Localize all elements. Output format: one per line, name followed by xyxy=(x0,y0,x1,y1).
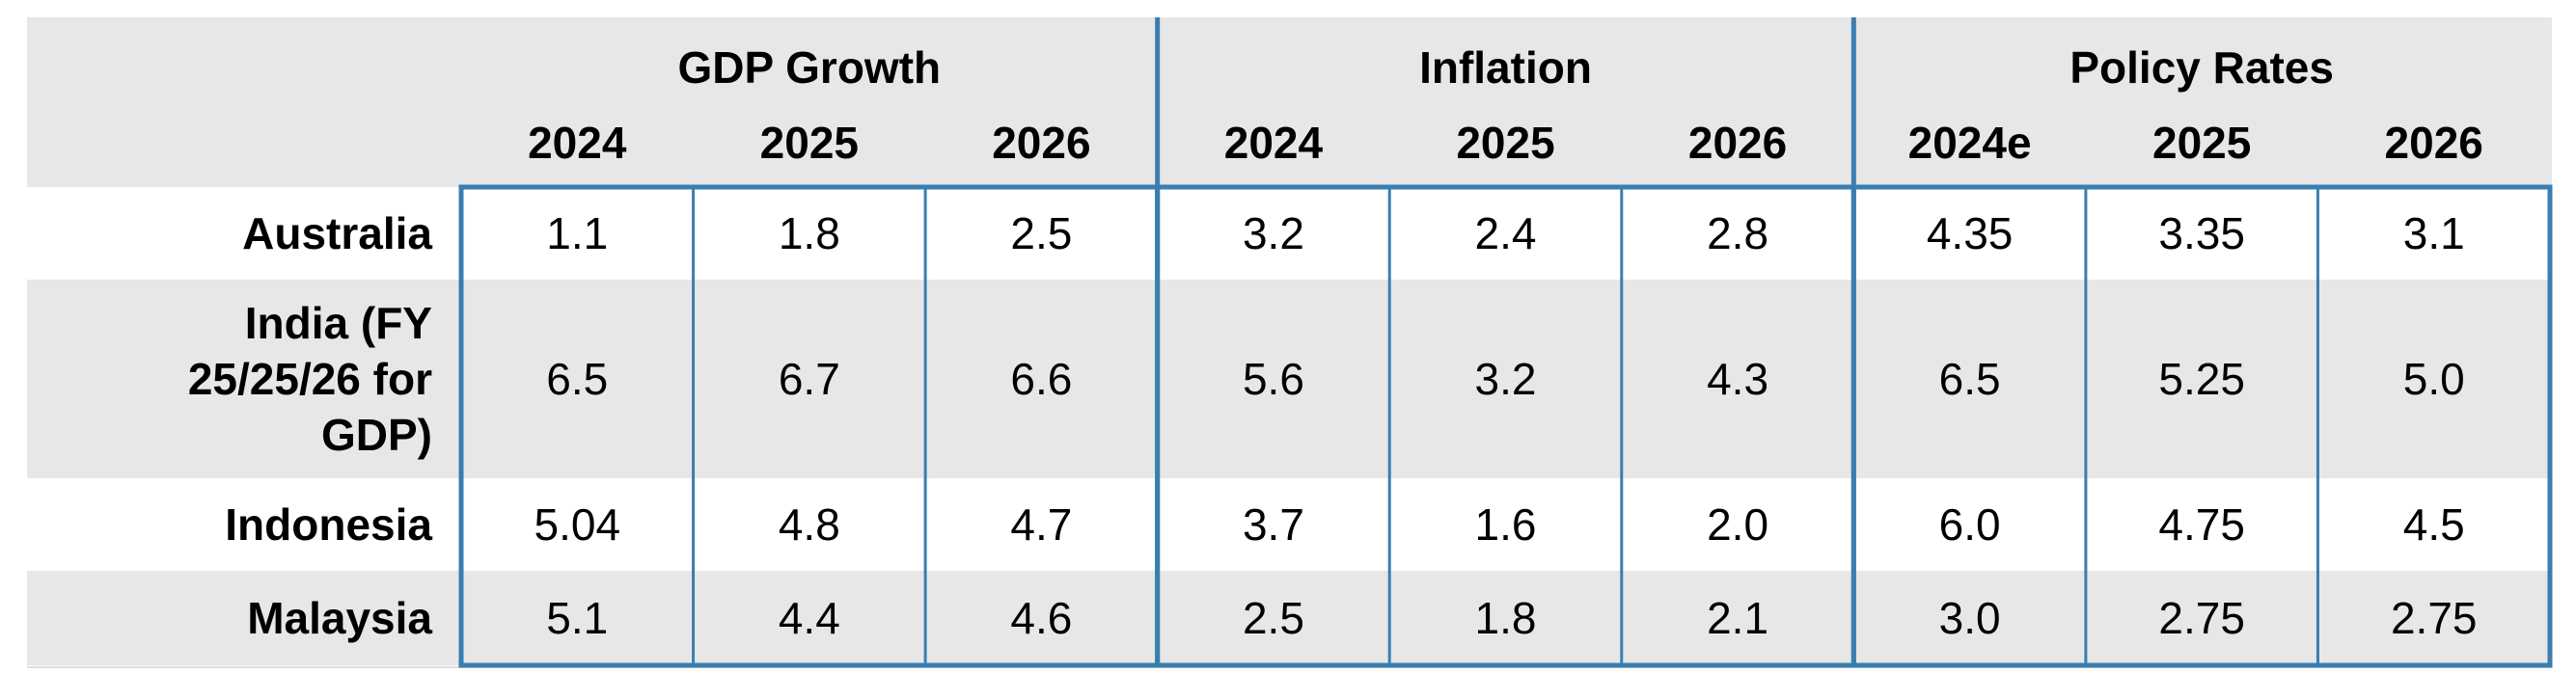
group-data-border xyxy=(1850,184,2553,668)
table-cell: 2.0 xyxy=(1707,499,1768,550)
column-label: 2024 xyxy=(1224,118,1324,168)
row-background xyxy=(27,280,2552,478)
table-cell: 1.1 xyxy=(546,208,608,258)
table-cell: 4.5 xyxy=(2403,499,2465,550)
table-cell: 4.35 xyxy=(1927,208,2014,258)
table-cell: 6.5 xyxy=(546,354,608,404)
table-cell: 5.1 xyxy=(546,593,608,643)
table-cell: 2.75 xyxy=(2158,593,2245,643)
table-cell: 4.75 xyxy=(2158,499,2245,550)
table-cell: 4.7 xyxy=(1010,499,1072,550)
table-cell: 2.5 xyxy=(1010,208,1072,258)
table-cell: 3.0 xyxy=(1939,593,2001,643)
group-title: Inflation xyxy=(1419,42,1592,93)
table-cell: 3.7 xyxy=(1243,499,1304,550)
column-label: 2025 xyxy=(760,118,859,168)
table-cell: 6.6 xyxy=(1010,354,1072,404)
column-label: 2026 xyxy=(1688,118,1787,168)
group-title: GDP Growth xyxy=(678,42,942,93)
table-cell: 3.2 xyxy=(1475,354,1537,404)
table-cell: 2.5 xyxy=(1243,593,1304,643)
column-label: 2024 xyxy=(528,118,627,168)
table-cell: 5.6 xyxy=(1243,354,1304,404)
row-background xyxy=(27,571,2552,665)
table-cell: 6.7 xyxy=(779,354,840,404)
row-label: Australia xyxy=(242,208,432,258)
table-cell: 4.8 xyxy=(779,499,840,550)
group-title: Policy Rates xyxy=(2069,42,2334,93)
table-cell: 4.3 xyxy=(1707,354,1768,404)
table-cell: 3.35 xyxy=(2158,208,2245,258)
row-background xyxy=(27,478,2552,571)
header-background xyxy=(27,17,2552,187)
row-label: India (FY xyxy=(245,298,432,348)
table-cell: 4.4 xyxy=(779,593,840,643)
column-label: 2025 xyxy=(2152,118,2251,168)
table-cell: 2.1 xyxy=(1707,593,1768,643)
table-cell: 4.6 xyxy=(1010,593,1072,643)
row-label: 25/25/26 for xyxy=(188,354,432,404)
table-cell: 3.1 xyxy=(2403,208,2465,258)
column-label: 2025 xyxy=(1456,118,1554,168)
table-cell: 5.04 xyxy=(534,499,621,550)
row-background xyxy=(27,187,2552,280)
column-label: 2024e xyxy=(1908,118,2032,168)
row-label: GDP) xyxy=(321,410,432,460)
table-cell: 5.0 xyxy=(2403,354,2465,404)
column-label: 2026 xyxy=(2385,118,2483,168)
table-cell: 1.6 xyxy=(1475,499,1537,550)
table-cell: 5.25 xyxy=(2158,354,2245,404)
table-cell: 1.8 xyxy=(779,208,840,258)
table-cell: 2.8 xyxy=(1707,208,1768,258)
table-cell: 2.75 xyxy=(2391,593,2478,643)
table-cell: 2.4 xyxy=(1475,208,1537,258)
table-cell: 3.2 xyxy=(1243,208,1304,258)
table-cell: 1.8 xyxy=(1475,593,1537,643)
column-label: 2026 xyxy=(992,118,1090,168)
row-label: Indonesia xyxy=(225,499,432,550)
table-cell: 6.5 xyxy=(1939,354,2001,404)
table-cell: 6.0 xyxy=(1939,499,2001,550)
row-label: Malaysia xyxy=(247,593,432,643)
